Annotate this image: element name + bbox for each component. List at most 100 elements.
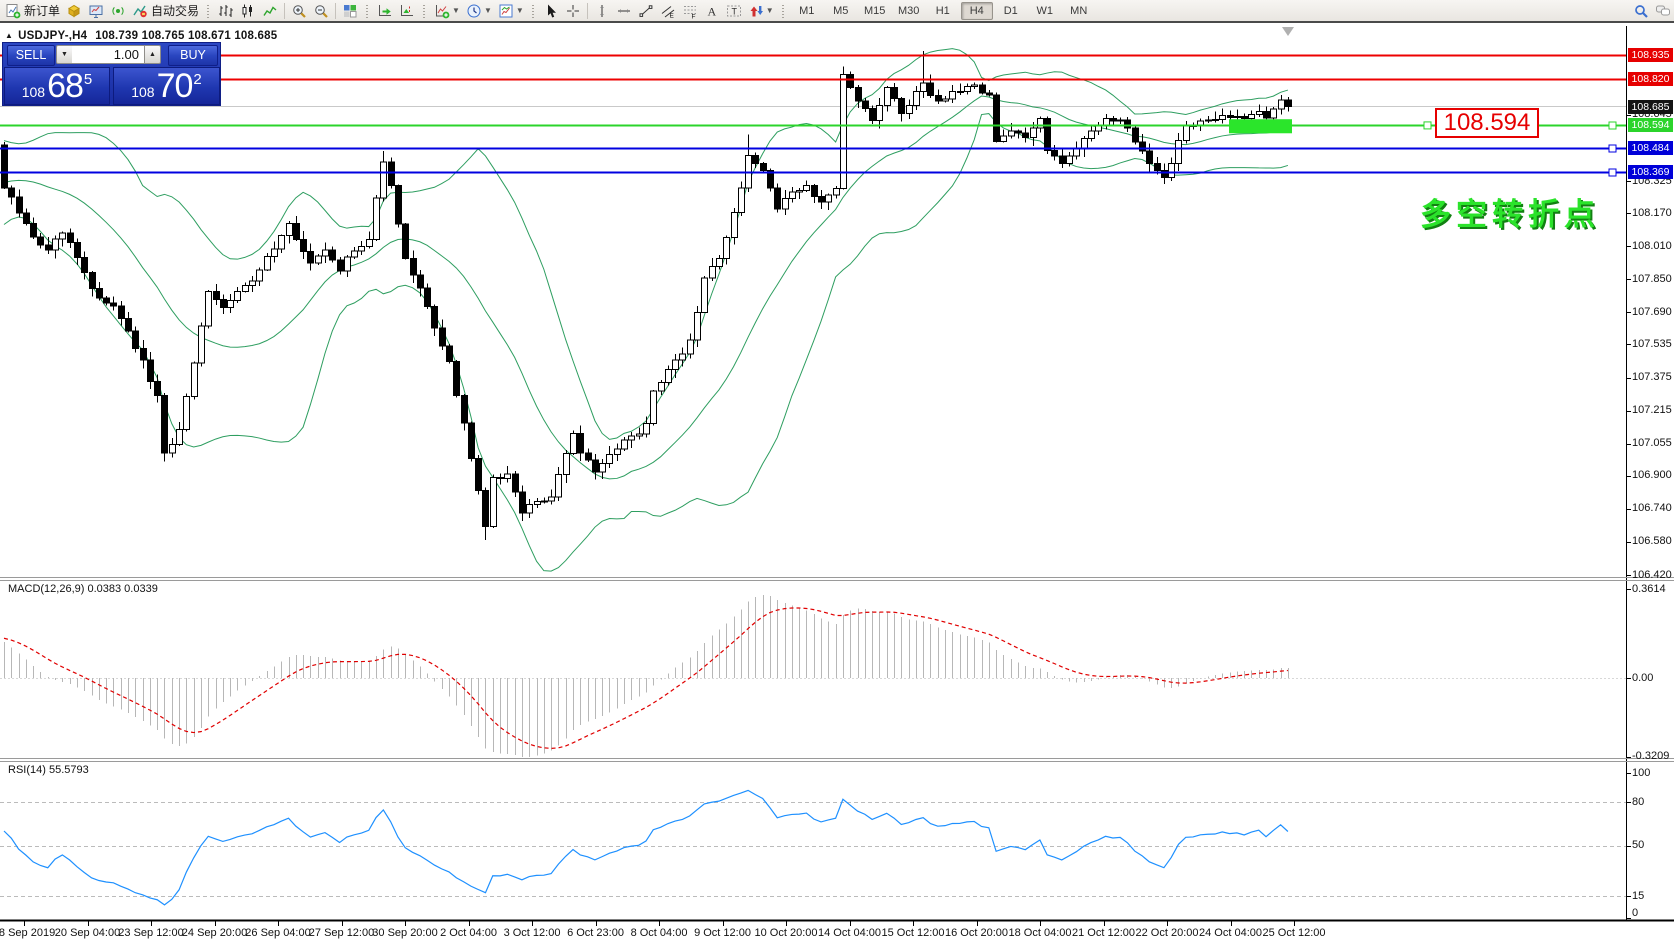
bull-candle — [52, 238, 59, 251]
toolbar-grip[interactable] — [365, 2, 371, 19]
line-handle[interactable] — [1423, 121, 1432, 130]
toolbar-button-hline[interactable] — [613, 1, 635, 21]
bull-candle — [1008, 130, 1015, 137]
tile-windows-icon — [342, 3, 358, 19]
toolbar-grip[interactable] — [422, 2, 428, 19]
price-tick-label: 108.170 — [1632, 206, 1672, 219]
line-handle[interactable] — [1608, 144, 1617, 153]
collapse-panel-arrow[interactable]: ▲ — [5, 31, 14, 40]
zoom-in-icon — [291, 3, 307, 19]
timeframe-m30[interactable]: M30 — [898, 4, 920, 17]
toolbar-button-arrows[interactable]: ▼ — [745, 1, 777, 21]
bull-candle — [1168, 162, 1175, 178]
volume-input[interactable] — [72, 45, 144, 64]
toolbar-button-crosshair[interactable] — [562, 1, 584, 21]
rsi-axis-label: 15 — [1632, 889, 1645, 902]
bear-candle — [847, 73, 854, 89]
toolbar-grip[interactable] — [206, 2, 212, 19]
toolbar-button-market-watch[interactable] — [85, 1, 107, 21]
bear-candle — [1285, 99, 1292, 108]
timeframe-d1[interactable]: D1 — [1003, 4, 1018, 17]
toolbar-button-trendline[interactable] — [635, 1, 657, 21]
bear-candle — [132, 330, 139, 350]
bollinger-lower-band — [3, 113, 1289, 572]
bear-candle — [461, 394, 468, 424]
time-label: 9 Oct 12:00 — [694, 927, 751, 939]
bull-candle — [964, 85, 971, 92]
toolbar-separator — [586, 2, 588, 19]
toolbar-grip[interactable] — [780, 2, 786, 19]
line-handle[interactable] — [1608, 168, 1617, 177]
toolbar-button-vline[interactable] — [591, 1, 613, 21]
time-label: 27 Sep 12:00 — [308, 927, 375, 939]
line-handle[interactable] — [1608, 121, 1617, 130]
toolbar-button-indicators[interactable]: ▼ — [431, 1, 463, 21]
toolbar-button-new-order[interactable]: 新订单 — [2, 1, 63, 21]
bull-candle — [628, 435, 635, 441]
bull-candle — [723, 237, 730, 260]
price-annotation-box[interactable]: 108.594 — [1435, 108, 1539, 138]
volume-increment-button[interactable]: ▲ — [144, 45, 161, 64]
bull-candle — [738, 187, 745, 214]
timeframe-h4[interactable]: H4 — [960, 1, 993, 20]
toolbar-button-tile-windows[interactable] — [339, 1, 361, 21]
price-tick-label: 106.420 — [1632, 568, 1672, 581]
bear-candle — [89, 271, 96, 290]
time-label: 18 Sep 2019 — [0, 927, 56, 939]
bull-candle — [884, 87, 891, 106]
toolbar-button-fibonacci[interactable]: F — [679, 1, 701, 21]
toolbar-button-auto-scroll[interactable] — [374, 1, 396, 21]
price-tick-label: 107.055 — [1632, 437, 1672, 450]
toolbar-button-channel[interactable]: E — [657, 1, 679, 21]
toolbar-button-zoom-out[interactable] — [310, 1, 332, 21]
macd-label: MACD(12,26,9) 0.0383 0.0339 — [8, 583, 158, 595]
toolbar-button-periods[interactable]: ▼ — [463, 1, 495, 21]
toolbar-button-text[interactable]: A — [701, 1, 723, 21]
timeframe-h1[interactable]: H1 — [935, 4, 950, 17]
sell-button[interactable]: SELL — [7, 45, 55, 66]
bear-candle — [592, 459, 599, 473]
toolbar-button-search[interactable] — [1630, 1, 1652, 21]
toolbar-button-ticks[interactable] — [63, 1, 85, 21]
toolbar-button-autotrading[interactable]: 自动交易 — [129, 1, 202, 21]
autotrading-icon — [132, 3, 148, 19]
toolbar-button-bar-chart[interactable] — [215, 1, 237, 21]
toolbar-button-line-chart[interactable] — [259, 1, 281, 21]
bear-candle — [577, 432, 584, 454]
toolbar-grip[interactable] — [530, 2, 536, 19]
volume-decrement-button[interactable]: ▼ — [56, 45, 73, 64]
price-tick-label: 106.580 — [1632, 535, 1672, 548]
toolbar-button-chart-shift[interactable] — [396, 1, 418, 21]
bull-candle — [599, 462, 606, 473]
timeframe-m1[interactable]: M1 — [799, 4, 815, 17]
timeframe-w1[interactable]: W1 — [1036, 4, 1053, 17]
toolbar-button-text-label[interactable]: T — [723, 1, 745, 21]
toolbar-button-signals[interactable] — [107, 1, 129, 21]
chart-title: ▲ USDJPY-,H4 108.739 108.765 108.671 108.6… — [5, 30, 277, 42]
buy-button[interactable]: BUY — [168, 45, 218, 66]
note-annotation-cn[interactable]: 多空转折点 — [1420, 197, 1600, 232]
toolbar-button-chat[interactable] — [1652, 1, 1674, 21]
timeframe-m5[interactable]: M5 — [833, 4, 849, 17]
buy-price-button[interactable]: 108 70 2 — [113, 67, 220, 105]
bear-candle — [388, 161, 395, 187]
toolbar-button-templates[interactable]: ▼ — [495, 1, 527, 21]
sell-price-button[interactable]: 108 68 5 — [4, 67, 110, 105]
toolbar-button-cursor[interactable] — [540, 1, 562, 21]
toolbar-button-candle-chart[interactable] — [237, 1, 259, 21]
chart-ohlc-values: 108.739 108.765 108.671 108.685 — [95, 30, 278, 42]
bull-candle — [716, 258, 723, 267]
bull-candle — [833, 187, 840, 196]
timeframe-mn[interactable]: MN — [1070, 4, 1088, 17]
hline-icon — [616, 3, 632, 19]
bull-candle — [679, 353, 686, 361]
toolbar-button-label: 新订单 — [24, 4, 61, 18]
green-rectangle-object[interactable] — [1229, 119, 1292, 134]
toolbar-button-zoom-in[interactable] — [288, 1, 310, 21]
bear-candle — [1227, 114, 1234, 119]
timeframe-m15[interactable]: M15 — [864, 4, 886, 17]
chart-shift-marker-icon[interactable] — [1282, 27, 1294, 36]
time-label: 6 Oct 23:00 — [567, 927, 624, 939]
